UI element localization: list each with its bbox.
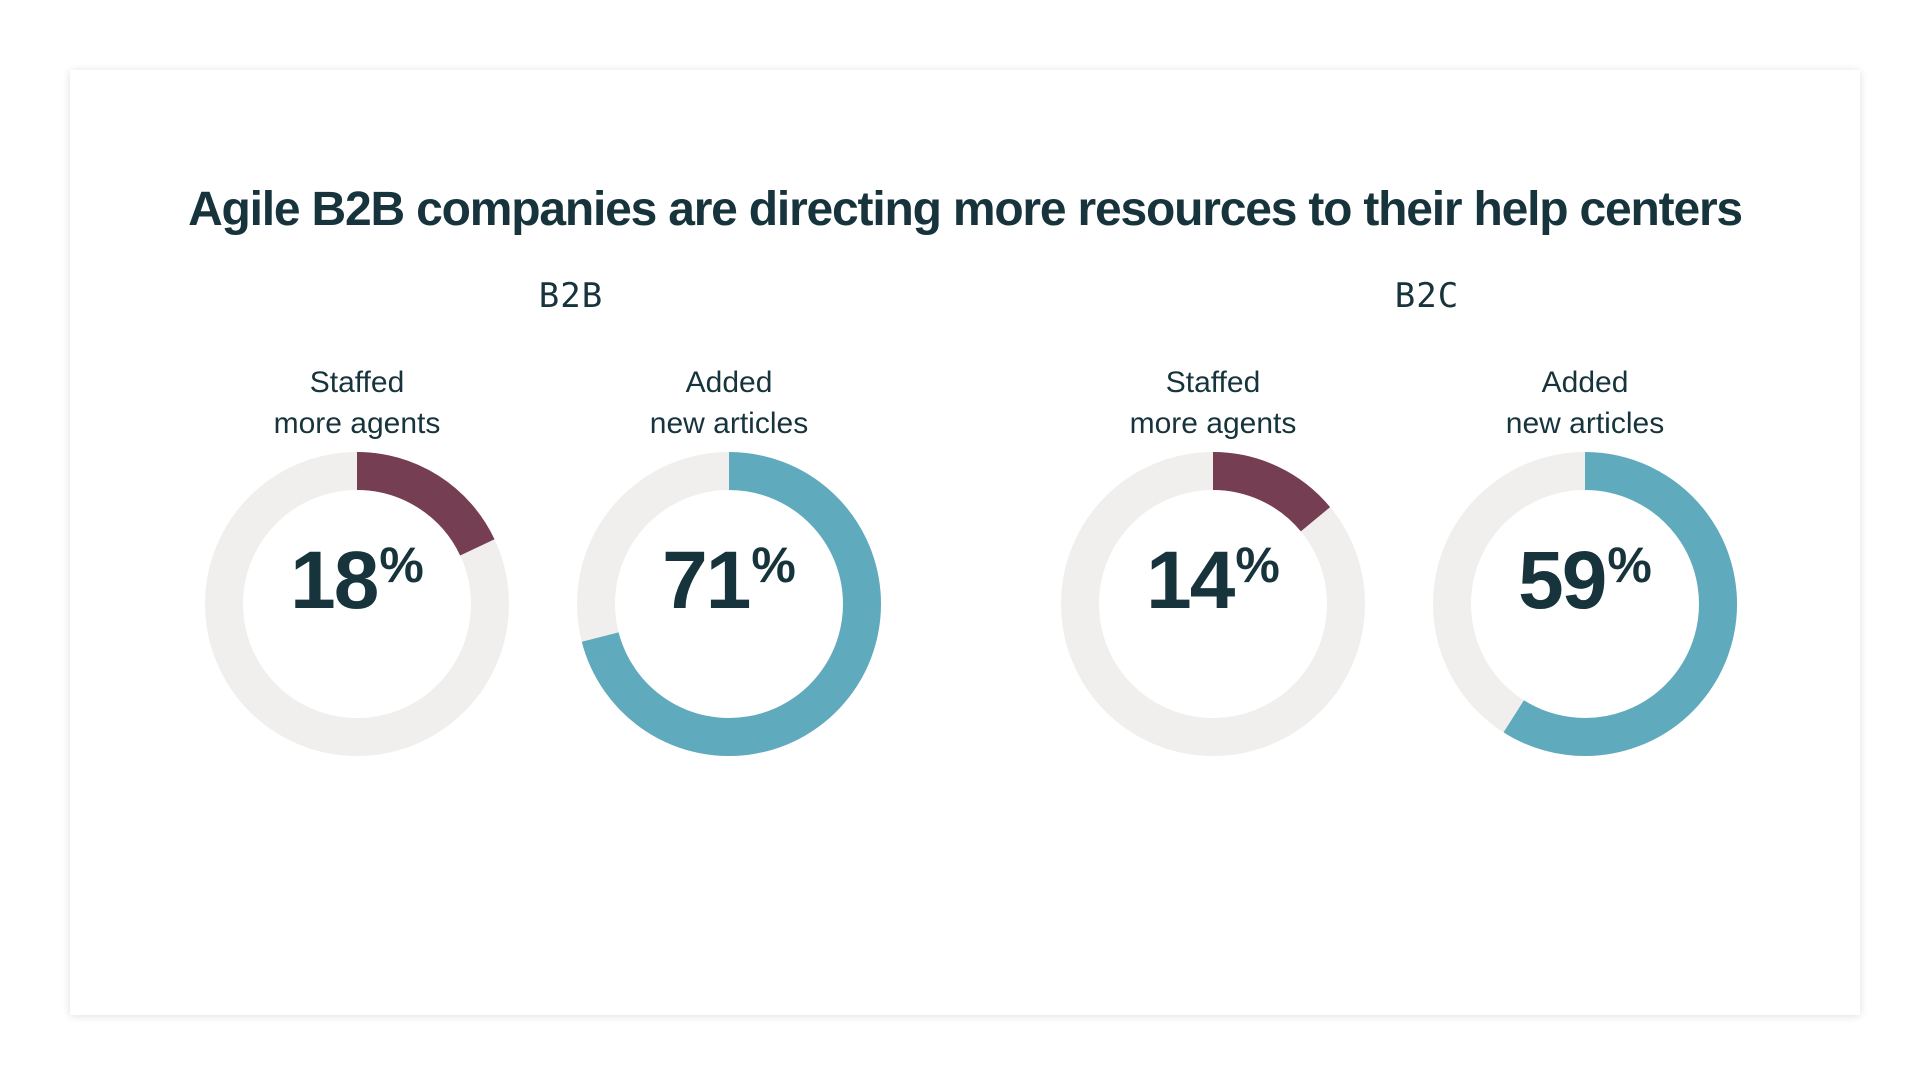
donut-label-line: Staffed (1165, 366, 1261, 399)
donut-ring-b2c-articles (1433, 452, 1737, 756)
donut-label-line: Added (685, 366, 773, 399)
value-number: 59 (1518, 535, 1607, 626)
donut-ring-b2b-articles (577, 452, 881, 756)
donut-arc-b2c-agents (1212, 452, 1331, 532)
group-label-b2b: B2B (538, 276, 604, 316)
donut-label-line: Staffed (309, 366, 405, 399)
donut-b2c-articles: Added new articles 59% (1425, 70, 1745, 1015)
donut-label: Staffed more agents (1053, 362, 1373, 444)
donut-label: Added new articles (1425, 362, 1745, 444)
chart-card: Agile B2B companies are directing more r… (70, 70, 1860, 1015)
chart-title: Agile B2B companies are directing more r… (188, 183, 1743, 236)
donut-b2b-articles: Added new articles 71% (569, 70, 889, 1015)
group-b2c: B2C Staffed more agents 14% Added new ar… (1053, 70, 1801, 1015)
donut-b2c-agents: Staffed more agents 14% (1053, 70, 1373, 1015)
group-b2b: B2B Staffed more agents 18% Added new ar… (197, 70, 945, 1015)
donut-b2b-agents: Staffed more agents 18% (197, 70, 517, 1015)
group-label-b2c: B2C (1394, 276, 1460, 316)
donut-ring-b2b-agents (205, 452, 509, 756)
value-number: 18 (290, 535, 379, 626)
donut-value: 18% (197, 540, 517, 622)
donut-label-line: more agents (1129, 407, 1297, 440)
value-number: 14 (1146, 535, 1235, 626)
donut-arc-b2c-articles (1503, 452, 1737, 756)
value-unit: % (1607, 537, 1652, 593)
donut-value: 71% (569, 540, 889, 622)
donut-ring-b2c-agents (1061, 452, 1365, 756)
donut-label-line: new articles (649, 407, 809, 440)
donut-arc-b2b-articles (581, 452, 881, 756)
value-number: 71 (662, 535, 751, 626)
donut-label-line: new articles (1505, 407, 1665, 440)
donut-value: 59% (1425, 540, 1745, 622)
donut-label-line: Added (1541, 366, 1629, 399)
donut-label: Added new articles (569, 362, 889, 444)
donut-label-line: more agents (273, 407, 441, 440)
value-unit: % (751, 537, 796, 593)
value-unit: % (379, 537, 424, 593)
donut-value: 14% (1053, 540, 1373, 622)
donut-label: Staffed more agents (197, 362, 517, 444)
donut-arc-b2b-agents (356, 452, 495, 556)
value-unit: % (1235, 537, 1280, 593)
